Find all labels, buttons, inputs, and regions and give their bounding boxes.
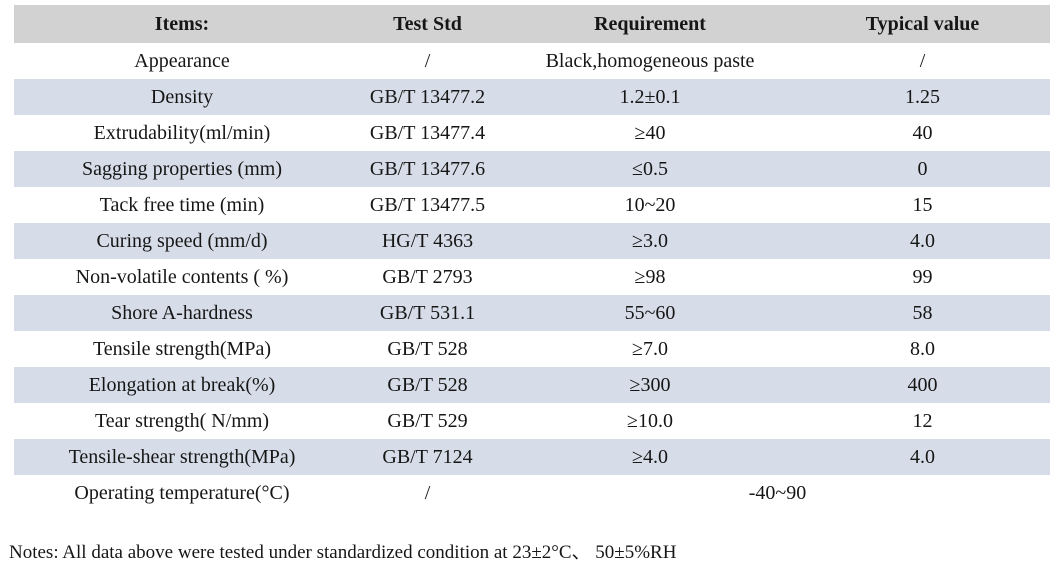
cell-test-std: GB/T 2793 — [350, 259, 505, 295]
cell-requirement: ≥10.0 — [505, 403, 795, 439]
cell-test-std: GB/T 528 — [350, 367, 505, 403]
cell-test-std: GB/T 528 — [350, 331, 505, 367]
table-row: Extrudability(ml/min) GB/T 13477.4 ≥40 40 — [14, 115, 1050, 151]
cell-requirement: Black,homogeneous paste — [505, 43, 795, 79]
cell-requirement: 10~20 — [505, 187, 795, 223]
cell-item: Tear strength( N/mm) — [14, 403, 350, 439]
cell-item: Shore A-hardness — [14, 295, 350, 331]
table-row: Non-volatile contents ( %) GB/T 2793 ≥98 99 — [14, 259, 1050, 295]
cell-requirement: ≤0.5 — [505, 151, 795, 187]
cell-test-std: GB/T 13477.6 — [350, 151, 505, 187]
cell-item: Appearance — [14, 43, 350, 79]
cell-item: Density — [14, 79, 350, 115]
table-row: Sagging properties (mm) GB/T 13477.6 ≤0.5 0 — [14, 151, 1050, 187]
cell-test-std: GB/T 529 — [350, 403, 505, 439]
cell-item: Curing speed (mm/d) — [14, 223, 350, 259]
spec-table-header: Items: Test Std Requirement Typical valu… — [14, 5, 1050, 43]
cell-typical-value: 1.25 — [795, 79, 1050, 115]
header-row: Items: Test Std Requirement Typical valu… — [14, 5, 1050, 43]
cell-test-std: GB/T 13477.4 — [350, 115, 505, 151]
table-row: Elongation at break(%) GB/T 528 ≥300 400 — [14, 367, 1050, 403]
column-header-items: Items: — [14, 5, 350, 43]
cell-requirement: ≥40 — [505, 115, 795, 151]
table-row: Tensile strength(MPa) GB/T 528 ≥7.0 8.0 — [14, 331, 1050, 367]
cell-requirement: 1.2±0.1 — [505, 79, 795, 115]
column-header-test-std: Test Std — [350, 5, 505, 43]
table-row: Tack free time (min) GB/T 13477.5 10~20 15 — [14, 187, 1050, 223]
cell-typical-value: 58 — [795, 295, 1050, 331]
table-row: Appearance / Black,homogeneous paste / — [14, 43, 1050, 79]
cell-typical-value: 40 — [795, 115, 1050, 151]
table-row: Tear strength( N/mm) GB/T 529 ≥10.0 12 — [14, 403, 1050, 439]
cell-typical-value: 12 — [795, 403, 1050, 439]
table-row: Tensile-shear strength(MPa) GB/T 7124 ≥4.0… — [14, 439, 1050, 475]
cell-item: Extrudability(ml/min) — [14, 115, 350, 151]
table-row: Shore A-hardness GB/T 531.1 55~60 58 — [14, 295, 1050, 331]
cell-typical-value: 4.0 — [795, 439, 1050, 475]
cell-typical-value: 99 — [795, 259, 1050, 295]
cell-item: Operating temperature(°C) — [14, 475, 350, 511]
cell-test-std: / — [350, 43, 505, 79]
cell-typical-value: 400 — [795, 367, 1050, 403]
spec-table: Items: Test Std Requirement Typical valu… — [14, 5, 1050, 511]
table-row: Curing speed (mm/d) HG/T 4363 ≥3.0 4.0 — [14, 223, 1050, 259]
cell-item: Tack free time (min) — [14, 187, 350, 223]
cell-requirement: ≥300 — [505, 367, 795, 403]
cell-typical-value: 15 — [795, 187, 1050, 223]
cell-typical-value: 8.0 — [795, 331, 1050, 367]
spec-table-body: Appearance / Black,homogeneous paste / Densi… — [14, 43, 1050, 511]
cell-requirement: -40~90 — [505, 475, 1050, 511]
cell-test-std: GB/T 7124 — [350, 439, 505, 475]
cell-requirement: ≥7.0 — [505, 331, 795, 367]
cell-item: Elongation at break(%) — [14, 367, 350, 403]
cell-item: Tensile-shear strength(MPa) — [14, 439, 350, 475]
cell-test-std: / — [350, 475, 505, 511]
cell-item: Sagging properties (mm) — [14, 151, 350, 187]
cell-test-std: GB/T 13477.2 — [350, 79, 505, 115]
cell-item: Non-volatile contents ( %) — [14, 259, 350, 295]
notes-text: Notes: All data above were tested under … — [9, 542, 677, 563]
cell-test-std: GB/T 13477.5 — [350, 187, 505, 223]
cell-requirement: 55~60 — [505, 295, 795, 331]
cell-requirement: ≥3.0 — [505, 223, 795, 259]
cell-requirement: ≥4.0 — [505, 439, 795, 475]
cell-item: Tensile strength(MPa) — [14, 331, 350, 367]
cell-test-std: GB/T 531.1 — [350, 295, 505, 331]
column-header-requirement: Requirement — [505, 5, 795, 43]
cell-typical-value: 0 — [795, 151, 1050, 187]
cell-typical-value: / — [795, 43, 1050, 79]
cell-requirement: ≥98 — [505, 259, 795, 295]
table-row: Operating temperature(°C) / -40~90 — [14, 475, 1050, 511]
cell-typical-value: 4.0 — [795, 223, 1050, 259]
column-header-typical-value: Typical value — [795, 5, 1050, 43]
cell-test-std: HG/T 4363 — [350, 223, 505, 259]
table-row: Density GB/T 13477.2 1.2±0.1 1.25 — [14, 79, 1050, 115]
